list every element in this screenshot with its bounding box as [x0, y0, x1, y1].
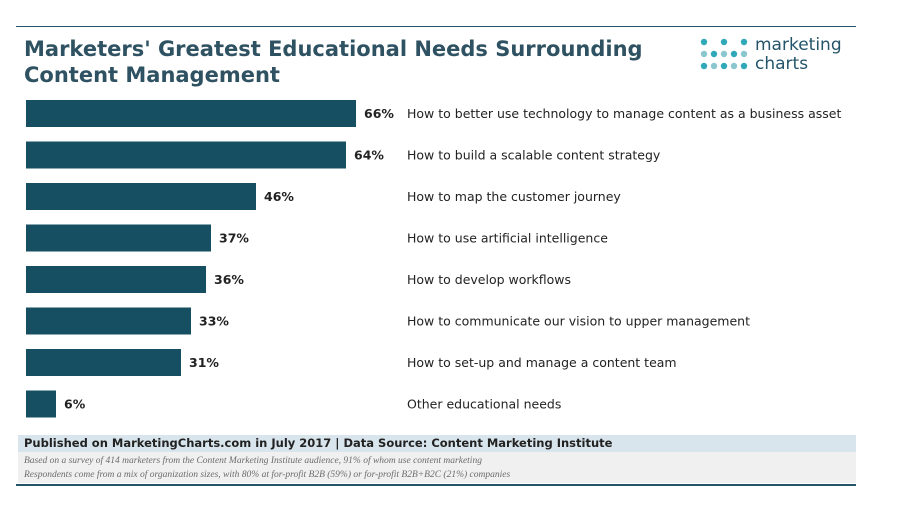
category-label-4: How to use artificial intelligence [407, 231, 608, 246]
value-label-2: 64% [354, 148, 384, 163]
survey-note-1: Based on a survey of 414 marketers from … [24, 456, 482, 466]
logo-dots-icon [700, 38, 748, 70]
marketingcharts-logo: marketing charts [699, 36, 859, 80]
chart-frame: Marketers' Greatest Educational Needs Su… [16, 26, 856, 486]
bar-2 [26, 141, 346, 169]
bar-1 [26, 100, 356, 127]
logo-dot [710, 62, 718, 70]
bar-6 [26, 307, 191, 335]
top-rule [16, 26, 856, 27]
logo-dot [740, 50, 748, 58]
chart-title: Marketers' Greatest Educational Needs Su… [24, 37, 643, 87]
logo-dot [700, 62, 708, 70]
value-label-5: 36% [214, 272, 244, 287]
logo-dot [700, 38, 708, 46]
category-label-1: How to better use technology to manage c… [407, 106, 841, 121]
logo-dot [740, 62, 748, 70]
category-label-8: Other educational needs [407, 397, 561, 412]
logo-line-2: charts [755, 54, 809, 74]
category-label-3: How to map the customer journey [407, 189, 621, 204]
logo-dot [720, 38, 728, 46]
logo-dot [730, 50, 738, 58]
bar-3 [26, 183, 256, 210]
logo-dot [710, 50, 718, 58]
value-label-8: 6% [64, 397, 86, 412]
category-label-5: How to develop workflows [407, 272, 571, 287]
value-label-7: 31% [189, 355, 219, 370]
value-label-6: 33% [199, 314, 229, 329]
bar-4 [26, 224, 211, 252]
bottom-rule [16, 484, 856, 486]
value-label-3: 46% [264, 189, 294, 204]
chart-footer: Published on MarketingCharts.com in July… [18, 435, 856, 483]
survey-note-2: Respondents come from a mix of organizat… [24, 470, 511, 480]
logo-dot [720, 50, 728, 58]
logo-line-1: marketing [755, 35, 842, 55]
bar-5 [26, 266, 206, 293]
value-label-4: 37% [219, 231, 249, 246]
bar-7 [26, 349, 181, 376]
survey-notes: Based on a survey of 414 marketers from … [18, 452, 856, 483]
logo-dot [740, 38, 748, 46]
value-label-1: 66% [364, 106, 394, 121]
logo-dot [720, 62, 728, 70]
category-label-2: How to build a scalable content strategy [407, 148, 661, 163]
logo-dot [700, 50, 708, 58]
category-label-6: How to communicate our vision to upper m… [407, 314, 750, 329]
logo-wordmark: marketing charts [755, 36, 865, 74]
bar-8 [26, 390, 56, 418]
category-label-7: How to set-up and manage a content team [407, 355, 677, 370]
source-line: Published on MarketingCharts.com in July… [18, 435, 856, 452]
logo-dot [730, 62, 738, 70]
bar-chart: 66% How to better use technology to manag… [26, 100, 841, 418]
